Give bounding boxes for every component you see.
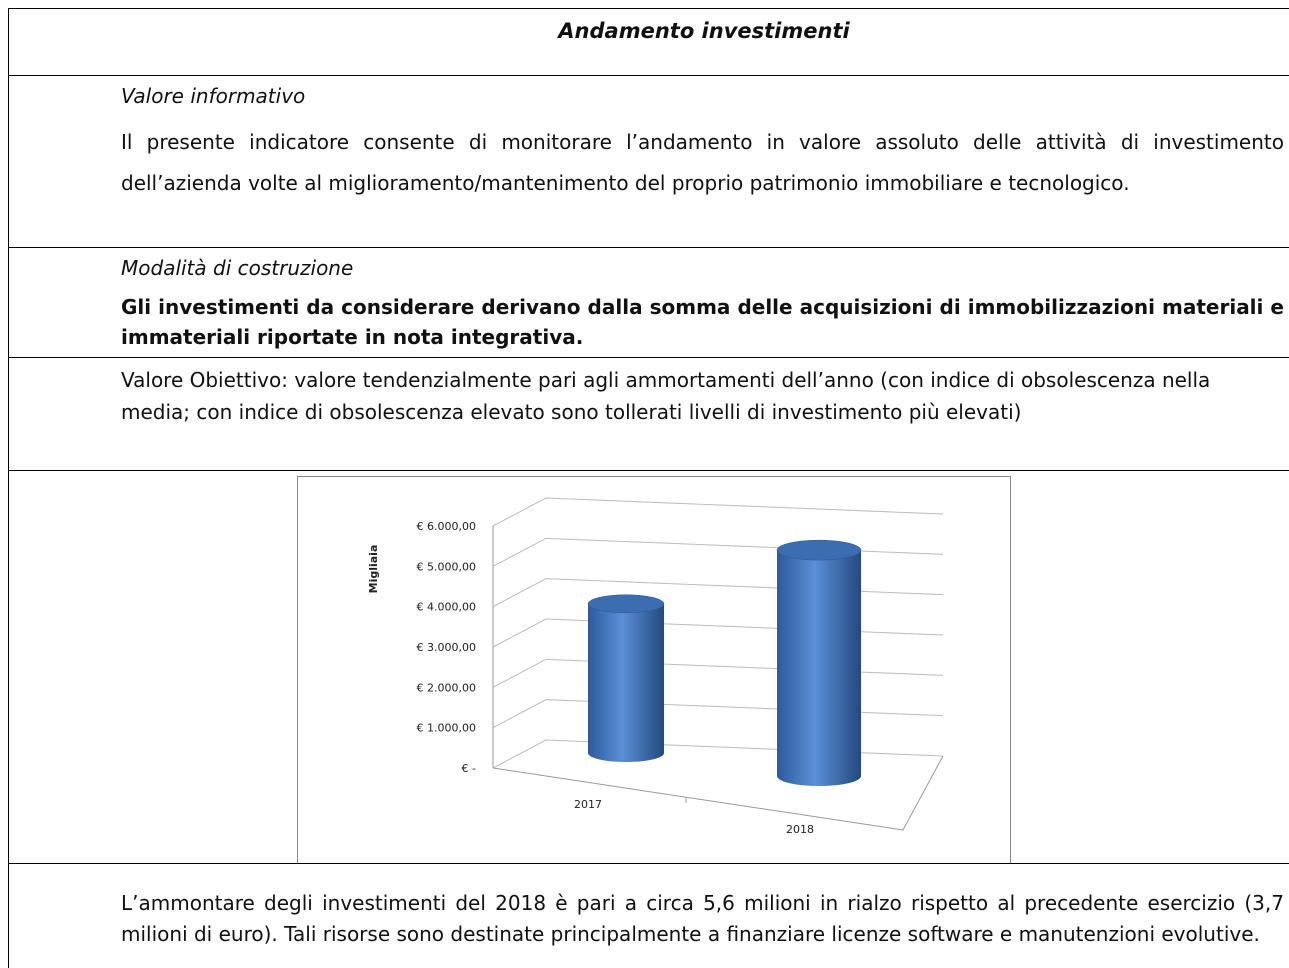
- cylinder: [588, 603, 664, 762]
- objective: Valore Obiettivo: valore tendenzialmente…: [121, 368, 1211, 424]
- section-row: Valore informativo Il presente indicator…: [8, 75, 1289, 248]
- section-heading: Modalità di costruzione: [121, 256, 354, 280]
- y-tick-label: € 3.000,00: [417, 641, 476, 654]
- cylinder-top: [587, 594, 665, 614]
- grid-line: [492, 618, 944, 648]
- section-text: Gli investimenti da considerare derivano…: [121, 295, 1284, 349]
- chart: Migliaia € - € 1.000,00 € 2.000,00 € 3.000,…: [297, 476, 1011, 864]
- chart-row: [8, 470, 1289, 864]
- y-tick-label: € 6.000,00: [417, 520, 476, 533]
- title-row: Andamento investimenti: [8, 8, 1289, 76]
- y-tick-label: € -: [462, 762, 476, 775]
- cylinder-top: [776, 539, 862, 561]
- floor: [492, 755, 944, 831]
- y-tick-label: € 2.000,00: [417, 681, 476, 694]
- title: Andamento investimenti: [558, 19, 850, 43]
- objective-row: Valore Obiettivo: valore tendenzialmente…: [8, 357, 1289, 471]
- grid-line: [492, 739, 944, 769]
- section-row: Modalità di costruzione Gli investimenti…: [8, 247, 1289, 358]
- y-tick-label: € 5.000,00: [417, 560, 476, 573]
- grid-line: [492, 578, 944, 608]
- section-text: Il presente indicatore consente di monit…: [121, 130, 1284, 195]
- comment: L’ammontare degli investimenti del 2018 …: [121, 891, 1284, 946]
- grid-line: [492, 699, 944, 729]
- y-axis-title: Migliaia: [367, 545, 380, 594]
- comment-row: L’ammontare degli investimenti del 2018 …: [8, 863, 1289, 968]
- x-tick-label: 2017: [574, 798, 602, 811]
- grid-line: [492, 537, 944, 567]
- x-tick-label: 2018: [786, 823, 814, 836]
- section-heading: Valore informativo: [121, 84, 306, 108]
- y-tick-label: € 4.000,00: [417, 601, 476, 614]
- cylinder: [777, 550, 861, 786]
- y-tick-label: € 1.000,00: [417, 722, 476, 735]
- grid-line: [492, 658, 944, 688]
- grid-line: [492, 497, 944, 527]
